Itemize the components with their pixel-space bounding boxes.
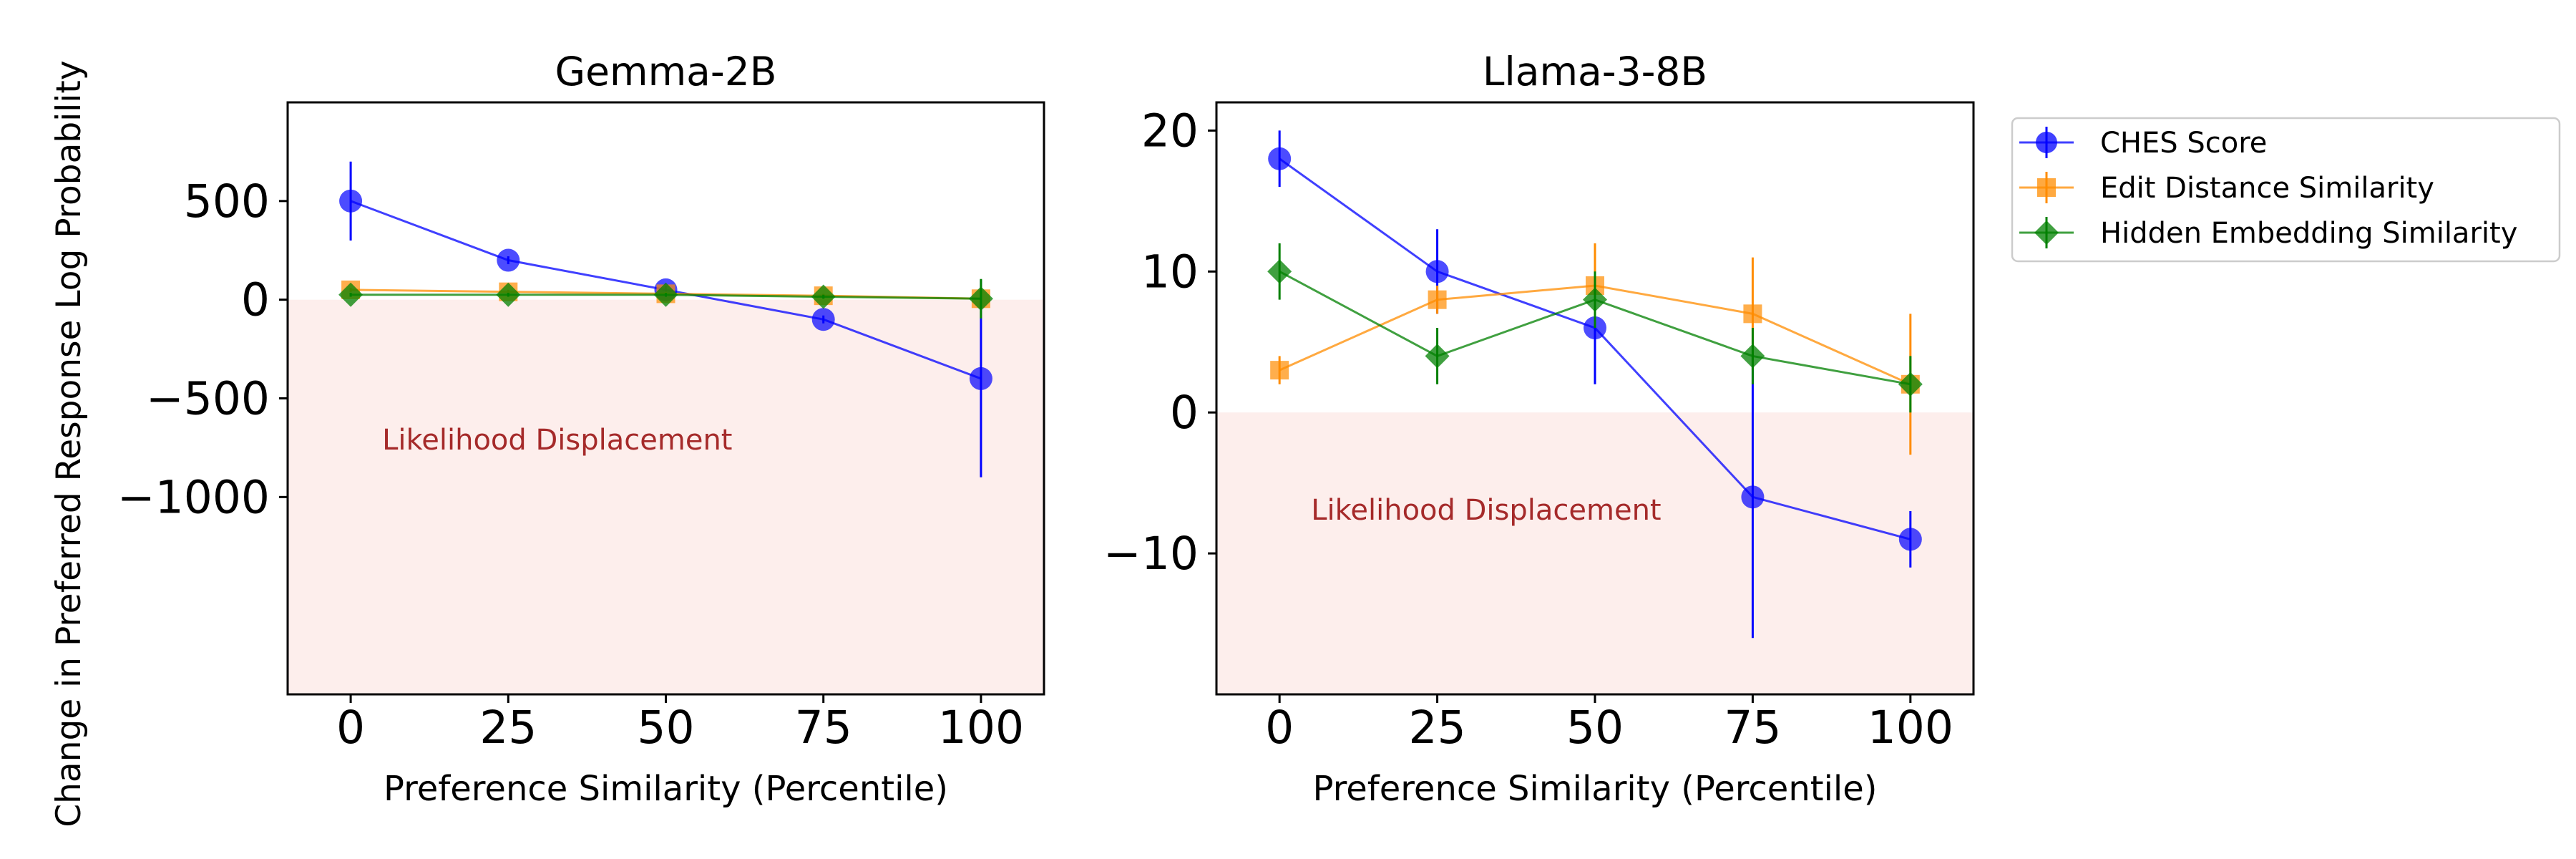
shared-y-axis-label: Change in Preferred Response Log Probabi… bbox=[49, 60, 89, 827]
y-tick-label: 0 bbox=[241, 274, 270, 326]
chart-title: Gemma-2B bbox=[555, 49, 777, 94]
x-tick-label: 25 bbox=[479, 702, 537, 754]
x-axis-label: Preference Similarity (Percentile) bbox=[1312, 769, 1877, 809]
displacement-region bbox=[1216, 412, 1974, 694]
data-point bbox=[1743, 304, 1762, 324]
y-tick-label: 500 bbox=[184, 175, 270, 228]
legend-frame bbox=[2011, 117, 2561, 263]
data-point bbox=[338, 282, 364, 307]
legend-entry-ches: CHES Score bbox=[2019, 127, 2267, 160]
data-point bbox=[969, 367, 992, 390]
data-point bbox=[1898, 372, 1923, 397]
data-point bbox=[1428, 290, 1447, 309]
legend-marker-circle bbox=[2036, 132, 2057, 153]
y-tick-label: 0 bbox=[1170, 387, 1199, 439]
data-point bbox=[1268, 147, 1292, 170]
legend-entry-edit-distance: Edit Distance Similarity bbox=[2019, 172, 2434, 205]
data-point bbox=[811, 308, 835, 331]
data-point bbox=[1740, 344, 1765, 369]
data-point bbox=[496, 282, 521, 307]
displacement-annotation: Likelihood Displacement bbox=[382, 424, 732, 457]
y-tick-label: −500 bbox=[146, 373, 270, 425]
legend: CHES Score Edit Distance Similarity Hidd… bbox=[2011, 117, 2561, 263]
chart-title: Llama-3-8B bbox=[1483, 49, 1707, 94]
data-point bbox=[1425, 344, 1450, 369]
x-tick-label: 100 bbox=[1868, 702, 1953, 754]
x-tick-label: 25 bbox=[1408, 702, 1465, 754]
displacement-region bbox=[288, 299, 1044, 695]
x-tick-label: 75 bbox=[795, 702, 852, 754]
displacement-annotation: Likelihood Displacement bbox=[1311, 494, 1661, 527]
y-tick-label: −10 bbox=[1103, 528, 1199, 580]
legend-entry-hidden-embedding: Hidden Embedding Similarity bbox=[2019, 217, 2517, 250]
data-point bbox=[339, 189, 363, 213]
data-point bbox=[1898, 528, 1922, 551]
data-point bbox=[1741, 485, 1765, 509]
series-hidden-embedding-similarity bbox=[338, 278, 993, 319]
x-tick-label: 75 bbox=[1724, 702, 1781, 754]
chart-panel-gemma: Likelihood Displacement 0 25 50 75 100 500 0 −50… bbox=[117, 49, 1045, 809]
data-point bbox=[968, 286, 993, 311]
data-point bbox=[1583, 287, 1607, 312]
legend-label-edit-distance: Edit Distance Similarity bbox=[2100, 172, 2434, 205]
data-point bbox=[1425, 260, 1449, 283]
x-axis-label: Preference Similarity (Percentile) bbox=[384, 769, 948, 809]
data-point bbox=[1267, 259, 1292, 284]
legend-marker-diamond bbox=[2034, 220, 2059, 245]
y-tick-label: 20 bbox=[1141, 105, 1199, 157]
data-point bbox=[653, 282, 678, 307]
data-point bbox=[811, 284, 836, 309]
x-tick-label: 0 bbox=[336, 702, 365, 754]
legend-label-ches: CHES Score bbox=[2100, 127, 2267, 160]
data-point bbox=[497, 248, 520, 272]
x-tick-label: 0 bbox=[1265, 702, 1294, 754]
x-tick-label: 100 bbox=[938, 702, 1024, 754]
y-tick-label: 10 bbox=[1141, 246, 1199, 298]
legend-marker-square bbox=[2037, 178, 2056, 197]
y-tick-label: −1000 bbox=[117, 471, 270, 523]
legend-label-hidden-embedding: Hidden Embedding Similarity bbox=[2100, 217, 2517, 250]
x-tick-label: 50 bbox=[637, 702, 694, 754]
data-point bbox=[1270, 361, 1289, 380]
series-hidden-embedding-similarity bbox=[1267, 243, 1923, 413]
x-tick-label: 50 bbox=[1566, 702, 1624, 754]
